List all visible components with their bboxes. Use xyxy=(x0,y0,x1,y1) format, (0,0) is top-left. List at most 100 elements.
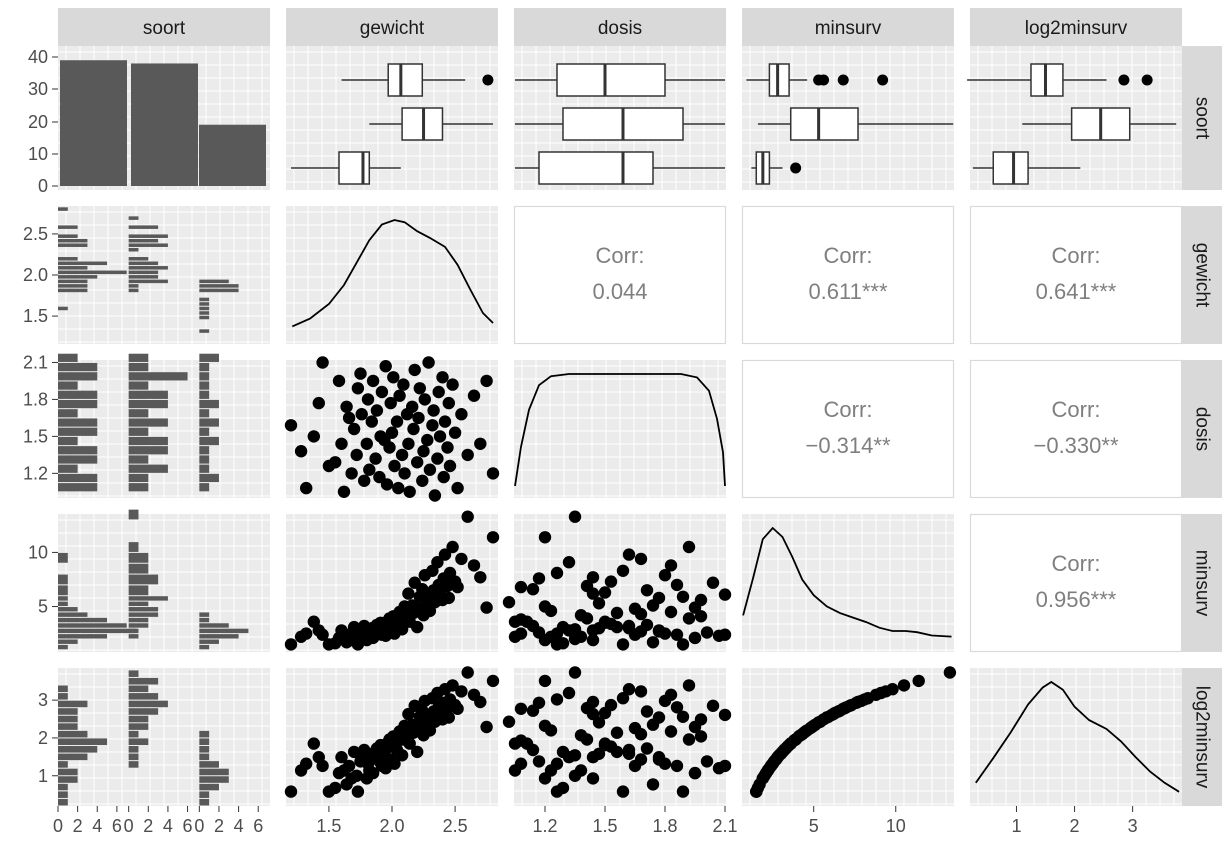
y-tick-label: 1.8 xyxy=(23,389,48,409)
y-tick-label: 40 xyxy=(28,47,48,67)
scatter-point xyxy=(820,711,833,724)
scatter-point xyxy=(592,597,606,610)
x-tick-label: 2 xyxy=(143,816,153,836)
boxplot-box xyxy=(768,63,790,97)
row-strip-label: dosis xyxy=(1192,407,1213,451)
histogram-bar xyxy=(58,261,108,266)
scatter-point xyxy=(670,759,684,773)
scatter-point xyxy=(682,733,696,746)
scatter-point xyxy=(676,710,690,723)
boxplot-box xyxy=(556,63,666,97)
scatter-point xyxy=(580,579,594,593)
scatter-point xyxy=(300,757,313,770)
scatter-point xyxy=(550,566,564,580)
scatter-point xyxy=(284,785,298,798)
scatter-point xyxy=(586,633,600,647)
scatter-point xyxy=(467,559,481,572)
histogram-bar xyxy=(199,753,210,761)
scatter-point xyxy=(616,638,630,651)
panel-gridlines xyxy=(286,206,498,344)
boxplot-outlier xyxy=(818,74,830,86)
scatter-point xyxy=(712,762,726,775)
histogram-bar xyxy=(128,563,149,574)
scatter-point xyxy=(574,609,588,622)
histogram-bar xyxy=(128,612,159,617)
scatter-point xyxy=(395,623,409,636)
y-tick-label: 2.5 xyxy=(23,224,48,244)
row-strip xyxy=(1182,668,1222,806)
column-strip-label: log2minsurv xyxy=(1025,18,1128,39)
scatter-point xyxy=(604,617,618,631)
histogram-bar xyxy=(128,234,168,238)
scatter-point xyxy=(402,587,415,600)
histogram-bar xyxy=(199,427,210,436)
scatter-point xyxy=(431,452,444,465)
soort-count-bar xyxy=(199,124,266,186)
histogram-bar xyxy=(128,288,139,293)
histogram-bar xyxy=(128,275,159,279)
scatter-point xyxy=(694,730,708,743)
histogram-bar xyxy=(58,708,78,715)
histogram-bar xyxy=(128,601,149,607)
scatter-point xyxy=(502,596,516,609)
x-tick-label: 1.5 xyxy=(316,816,341,836)
histogram-bar xyxy=(199,446,210,455)
histogram-bar xyxy=(128,715,149,723)
scatter-point xyxy=(622,683,636,696)
scatter-point xyxy=(532,696,546,709)
scatter-point xyxy=(646,778,660,791)
scatter-panel xyxy=(750,666,957,798)
histogram-bar xyxy=(199,418,219,427)
histogram-bar xyxy=(128,542,139,552)
scatter-point xyxy=(851,695,865,709)
x-tick-label: 10 xyxy=(886,816,906,836)
histogram-bar xyxy=(58,644,68,650)
scatter-point xyxy=(897,679,911,692)
histogram-bar xyxy=(58,585,68,596)
x-tick-label: 2 xyxy=(1070,816,1080,836)
scatter-point xyxy=(455,685,468,698)
histogram-bar xyxy=(58,427,98,436)
histogram-bar xyxy=(58,753,88,761)
scatter-point xyxy=(805,720,819,734)
scatter-point xyxy=(351,785,365,798)
histogram-bar xyxy=(58,279,88,284)
scatter-point xyxy=(670,701,684,714)
histogram-bar xyxy=(199,311,210,315)
scatter-point xyxy=(395,448,409,462)
boxplot-box xyxy=(538,151,654,185)
scatter-point xyxy=(869,688,883,701)
x-tick-label: 1.2 xyxy=(532,816,557,836)
scatter-point xyxy=(387,371,400,384)
histogram-bar xyxy=(58,243,88,247)
histogram-bar xyxy=(58,601,68,607)
scatter-point xyxy=(423,463,437,476)
scatter-point xyxy=(682,679,696,692)
corr-value: 0.956*** xyxy=(1036,587,1117,612)
histogram-bar xyxy=(58,746,98,753)
histogram-bar xyxy=(128,225,159,229)
corr-label: Corr: xyxy=(824,397,873,422)
histogram-bar xyxy=(128,617,149,623)
scatter-point xyxy=(598,586,612,599)
scatter-point xyxy=(402,437,415,450)
corr-value: −0.330** xyxy=(1033,433,1118,458)
scatter-point xyxy=(556,781,570,795)
scatter-point xyxy=(365,415,378,428)
histogram-bar xyxy=(58,464,78,473)
histogram-bar xyxy=(128,390,168,399)
scatter-point xyxy=(688,601,702,614)
column-strip-label: minsurv xyxy=(815,18,882,39)
y-tick-label: 1.5 xyxy=(23,306,48,326)
scatter-point xyxy=(442,711,455,724)
histogram-bar xyxy=(58,596,68,601)
histogram-bar xyxy=(128,247,139,252)
column-strip xyxy=(286,8,498,46)
histogram-bar xyxy=(128,473,149,483)
histogram-bar xyxy=(58,238,88,243)
histogram-bar xyxy=(128,418,168,427)
histogram-bar xyxy=(128,700,168,708)
histogram-bar xyxy=(199,761,219,768)
histogram-bar xyxy=(58,284,88,288)
